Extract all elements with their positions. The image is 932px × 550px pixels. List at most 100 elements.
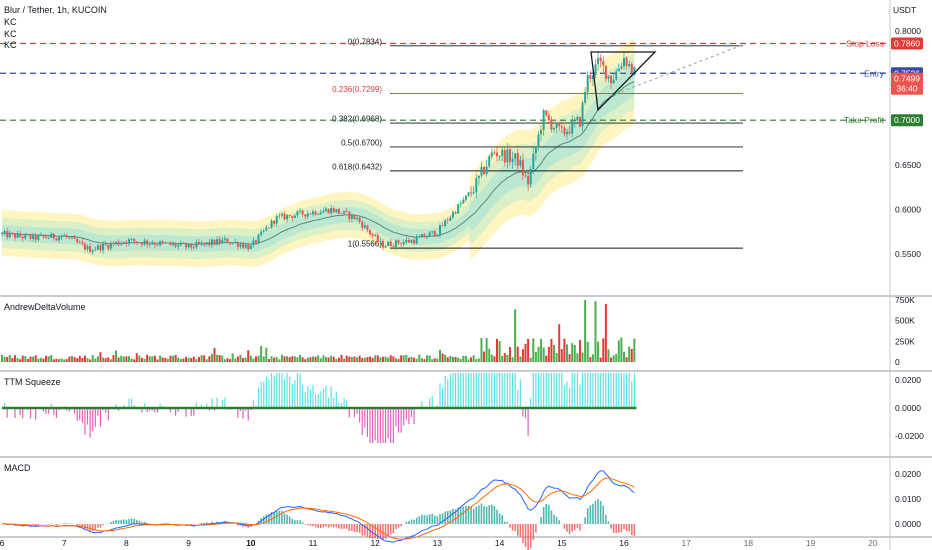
candle-body	[387, 241, 390, 246]
macd-histogram-bar	[516, 524, 519, 536]
candle-body	[467, 192, 470, 196]
price-axis-tick: 0.6000	[895, 204, 921, 214]
volume-bar	[78, 355, 81, 362]
macd-histogram-bar	[81, 524, 84, 528]
volume-bar	[423, 359, 426, 362]
volume-bar	[45, 355, 48, 362]
time-axis-tick: 14	[495, 538, 505, 548]
volume-bar	[112, 355, 115, 362]
squeeze-axis-tick: 0.0000	[895, 403, 921, 413]
macd-histogram-bar	[330, 524, 332, 527]
volume-bar	[353, 356, 356, 362]
volume-bar	[6, 356, 9, 362]
candle-body	[451, 212, 454, 218]
candle-body	[330, 208, 333, 214]
volume-bar	[511, 357, 514, 362]
volume-bar	[190, 358, 193, 362]
fib-level-label: 0(0.7834)	[348, 37, 383, 46]
macd-histogram-bar	[307, 524, 309, 526]
candle-body	[1, 233, 3, 235]
macd-histogram-bar	[519, 524, 522, 538]
candle-body	[190, 243, 193, 248]
macd-histogram-bar	[478, 505, 480, 524]
candle-body	[454, 212, 457, 214]
candle-body	[107, 244, 110, 249]
projection-line[interactable]	[609, 43, 746, 97]
volume-bar	[242, 357, 245, 362]
triangle-pattern[interactable]	[590, 51, 657, 112]
candle-body	[397, 240, 400, 244]
volume-bar	[254, 356, 257, 362]
volume-bar	[449, 355, 452, 362]
candle-body	[571, 120, 574, 134]
volume-bar	[472, 355, 475, 362]
volume-bar	[244, 357, 247, 362]
macd-pane-title[interactable]: MACD	[4, 463, 31, 473]
candle-body	[153, 243, 156, 245]
volume-bar	[52, 359, 55, 362]
signal-line	[1, 477, 635, 540]
macd-histogram-bar	[143, 521, 146, 524]
macd-histogram-bar	[439, 513, 441, 524]
volume-bar	[617, 340, 620, 362]
macd-histogram-bar	[568, 524, 571, 535]
volume-bar	[153, 355, 156, 362]
candle-body	[607, 75, 610, 79]
candle-body	[610, 75, 613, 84]
volume-bar	[3, 356, 6, 362]
volume-bar	[304, 359, 307, 362]
candle-body	[63, 235, 66, 237]
macd-histogram-bar	[485, 506, 488, 524]
indicator-kc-2[interactable]: KC	[4, 29, 17, 39]
macd-histogram-bar	[467, 505, 470, 524]
candle-body	[182, 242, 185, 244]
indicator-kc-3[interactable]: KC	[4, 40, 17, 50]
macd-histogram-bar	[452, 508, 454, 524]
candle-body	[164, 242, 167, 244]
volume-bar	[428, 355, 431, 362]
time-axis-tick: 8	[124, 538, 129, 548]
volume-pane-title[interactable]: AndrewDeltaVolume	[4, 302, 86, 312]
volume-bar	[498, 341, 501, 362]
volume-bar	[327, 357, 330, 362]
candle-body	[130, 238, 133, 240]
macd-histogram-bar	[205, 522, 208, 524]
time-axis-tick: 16	[619, 538, 629, 548]
candle-body	[532, 153, 535, 169]
candle-body	[24, 234, 27, 239]
candle-body	[493, 152, 496, 154]
volume-bar	[537, 346, 540, 362]
macd-histogram-bar	[475, 506, 478, 524]
volume-bar	[236, 356, 239, 362]
macd-histogram-bar	[281, 510, 283, 524]
candle-body	[236, 242, 239, 247]
candle-body	[60, 236, 63, 238]
macd-histogram-bar	[364, 524, 366, 536]
volume-bar	[591, 354, 594, 362]
squeeze-pane-title[interactable]: TTM Squeeze	[4, 377, 61, 387]
volume-bar	[50, 355, 53, 362]
candle-body	[578, 116, 581, 127]
countdown-text: 36:40	[896, 84, 918, 94]
volume-bar	[514, 309, 517, 362]
candle-body	[312, 211, 314, 215]
macd-histogram-bar	[358, 524, 361, 534]
macd-histogram-bar	[491, 504, 493, 524]
fib-level-label: 0.618(0.6432)	[332, 162, 382, 171]
indicator-kc-1[interactable]: KC	[4, 17, 17, 27]
volume-bar	[630, 348, 633, 362]
macd-histogram-bar	[167, 523, 169, 524]
volume-bar	[467, 359, 470, 362]
macd-histogram-bar	[610, 524, 612, 529]
candle-body	[26, 234, 29, 236]
volume-bar	[270, 356, 273, 362]
macd-histogram-bar	[353, 524, 356, 533]
macd-histogram-bar	[361, 524, 364, 536]
volume-bar	[42, 358, 45, 362]
candle-body	[485, 166, 488, 175]
candle-body	[306, 213, 309, 217]
candle-body	[369, 230, 372, 235]
candle-body	[413, 240, 416, 244]
candle-body	[242, 244, 245, 248]
